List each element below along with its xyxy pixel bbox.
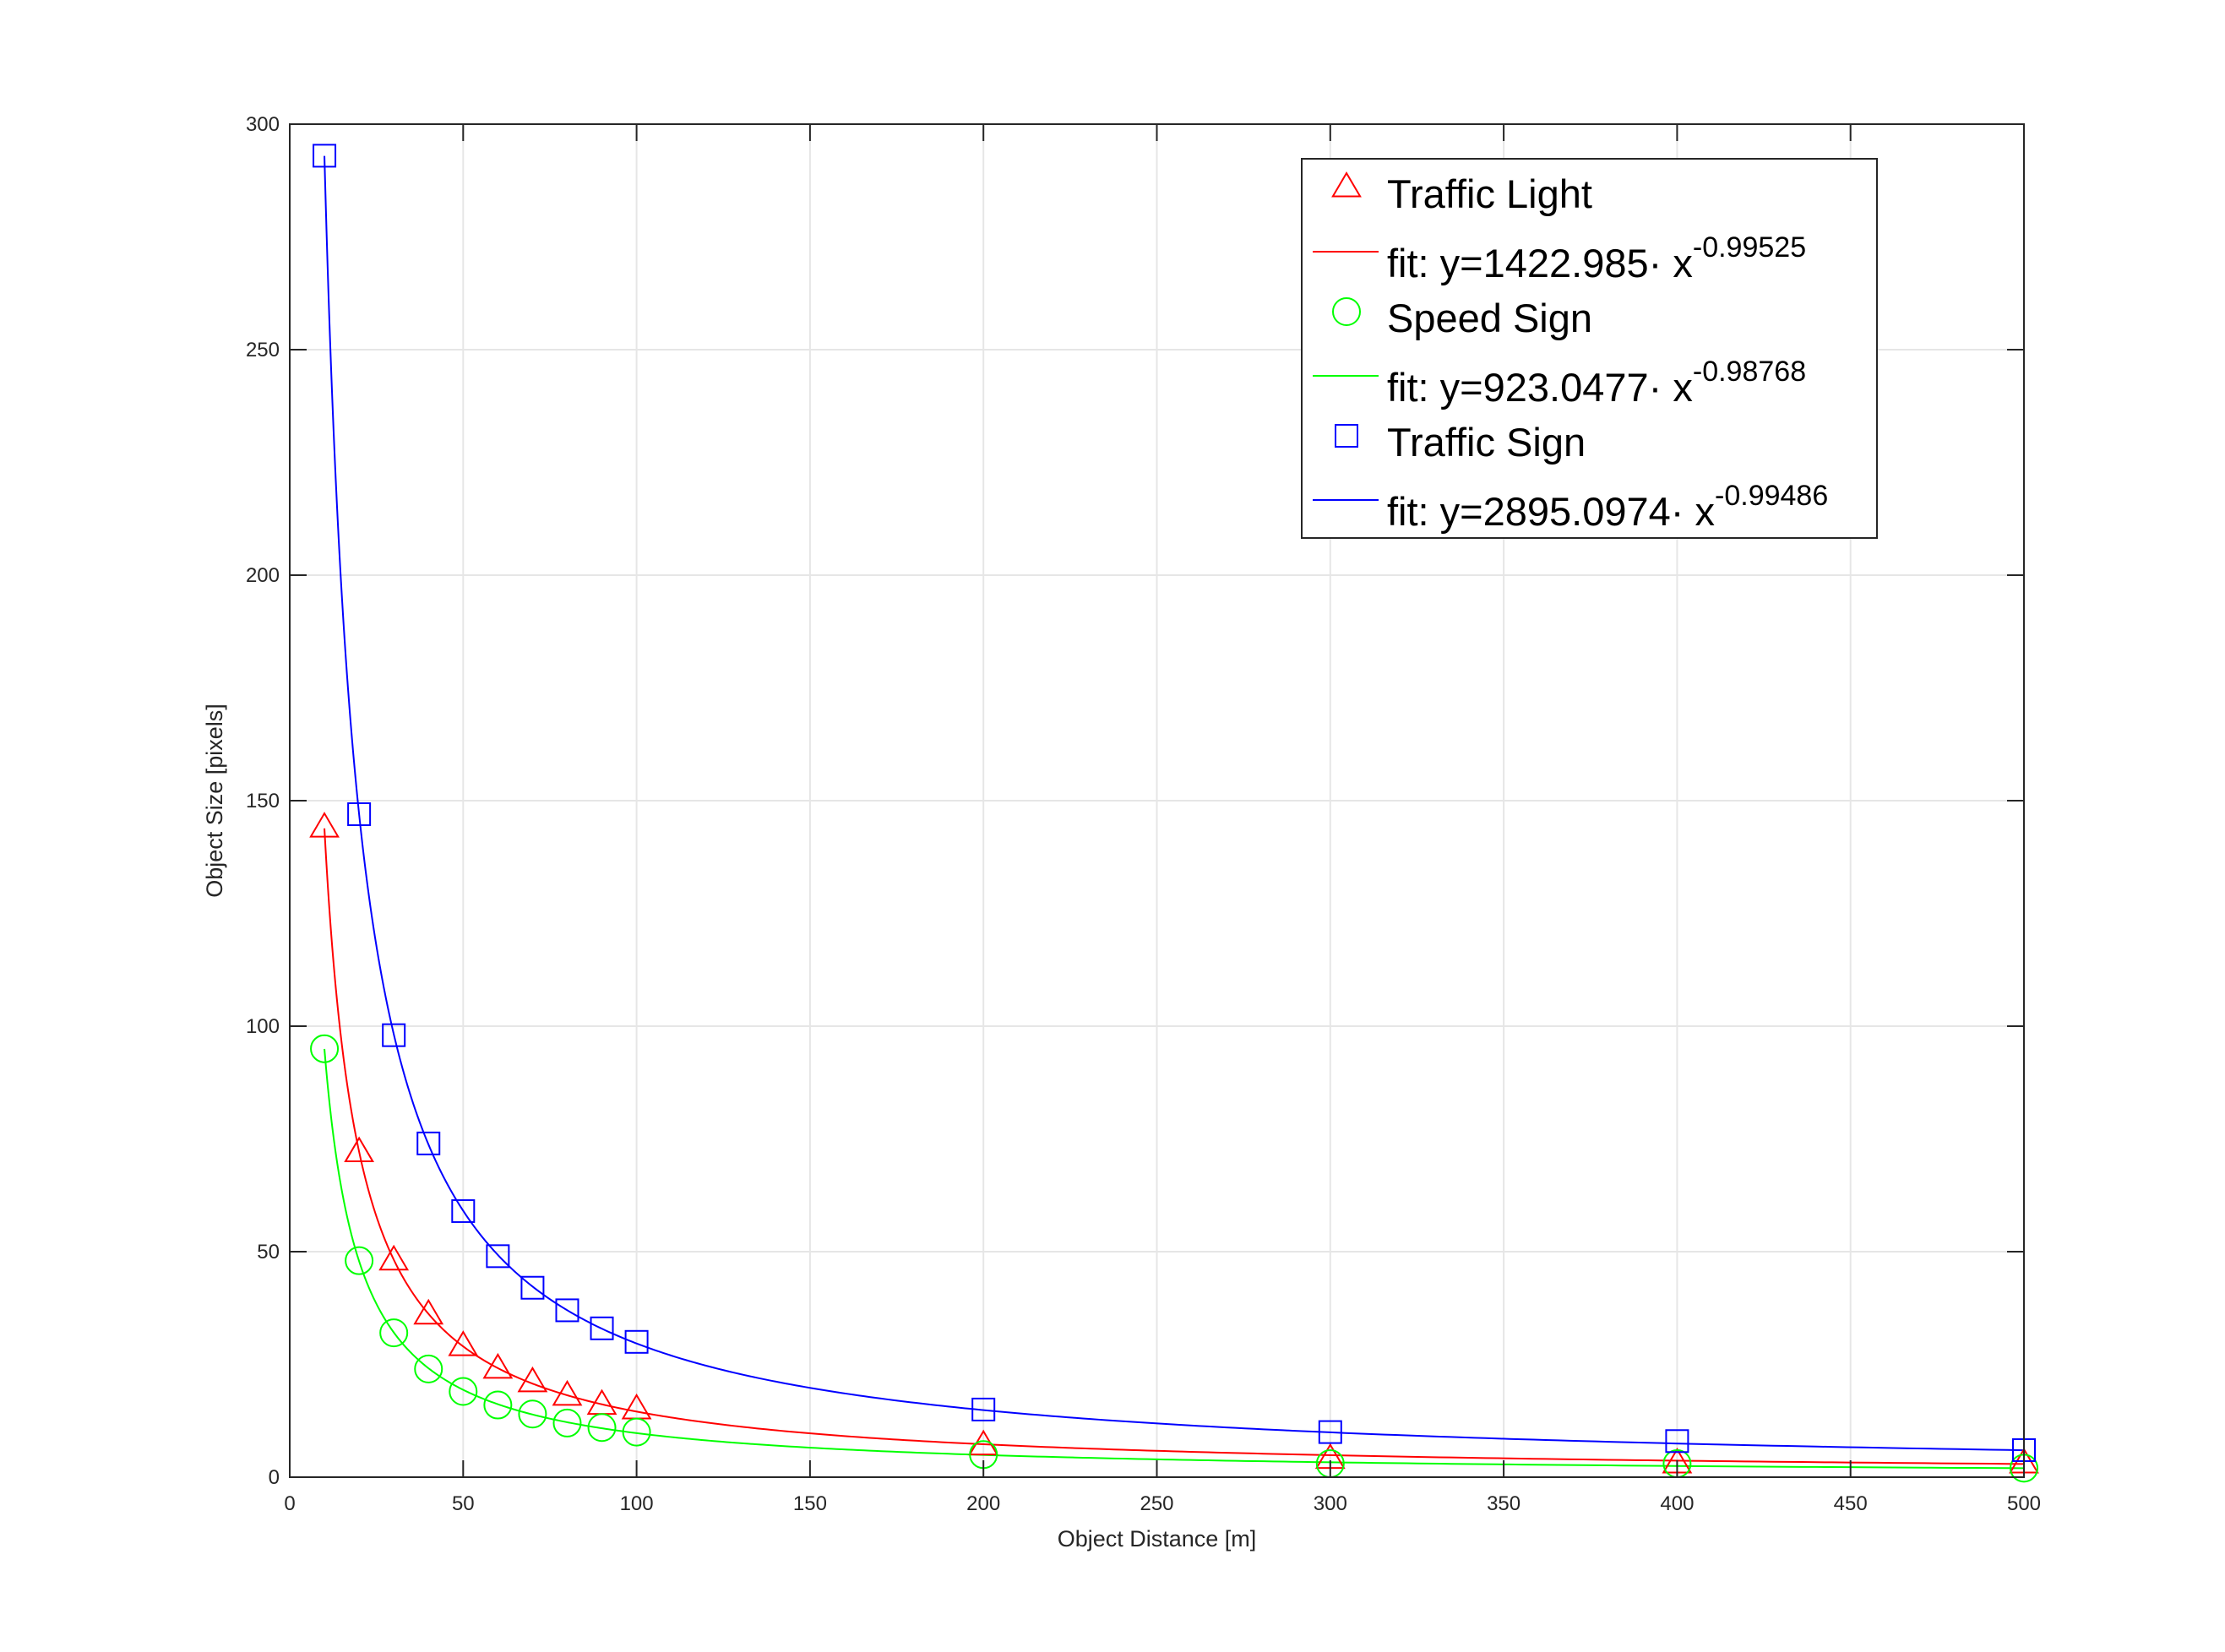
y-tick-label: 250 <box>246 339 280 361</box>
legend-series-label: Speed Sign <box>1387 296 1592 340</box>
data-point-triangle <box>482 1352 514 1379</box>
legend-fit-equation: fit: y=923.0477· x <box>1387 365 1693 410</box>
data-point-square <box>590 1316 614 1340</box>
data-point-square <box>416 1131 441 1155</box>
data-point-circle <box>414 1354 443 1383</box>
legend-fit-exponent: -0.99525 <box>1693 231 1806 264</box>
data-point-square <box>382 1023 406 1047</box>
data-point-square <box>451 1198 476 1223</box>
data-point-triangle <box>309 812 340 838</box>
legend-series-label: Traffic Sign <box>1387 420 1586 465</box>
data-markers <box>309 144 2039 1483</box>
data-point-square <box>520 1275 545 1300</box>
x-tick-label: 300 <box>1314 1492 1347 1515</box>
x-tick-label: 450 <box>1834 1492 1868 1515</box>
legend-fit-exponent: -0.98768 <box>1693 356 1806 388</box>
x-tick-label: 100 <box>620 1492 654 1515</box>
legend-marker-square <box>1335 424 1358 448</box>
data-point-triangle <box>517 1366 548 1393</box>
data-point-square <box>1318 1420 1342 1444</box>
x-tick-label: 200 <box>966 1492 1000 1515</box>
data-point-square <box>313 144 337 168</box>
legend: Traffic Light fit: y=1422.985· x-0.99525 S… <box>1301 158 1878 539</box>
data-point-circle <box>622 1417 651 1447</box>
x-tick-label: 350 <box>1487 1492 1521 1515</box>
legend-fit-equation: fit: y=1422.985· x <box>1387 241 1693 285</box>
data-point-circle <box>310 1034 340 1063</box>
x-tick-label: 50 <box>452 1492 475 1515</box>
data-point-square <box>486 1244 510 1269</box>
data-point-circle <box>379 1318 409 1348</box>
fit-line-circle <box>324 1048 2025 1470</box>
x-tick-label: 0 <box>284 1492 295 1515</box>
legend-fit-exponent: -0.99486 <box>1715 480 1828 512</box>
y-tick-label: 50 <box>257 1241 280 1263</box>
legend-fit-label: fit: y=923.0477· x-0.98768 <box>1387 356 1806 410</box>
legend-fit-equation: fit: y=2895.0974· x <box>1387 489 1715 534</box>
data-point-circle <box>518 1399 547 1429</box>
x-tick-label: 400 <box>1660 1492 1694 1515</box>
legend-series-label: Traffic Light <box>1387 171 1592 216</box>
x-tick-label: 150 <box>793 1492 827 1515</box>
fit-line-square <box>324 155 2025 1452</box>
data-point-circle <box>552 1408 582 1437</box>
data-point-circle <box>449 1377 478 1406</box>
y-tick-label: 150 <box>246 790 280 812</box>
fit-line-triangle <box>324 828 2025 1465</box>
x-tick-label: 500 <box>2007 1492 2041 1515</box>
x-axis-label: Object Distance [m] <box>1058 1526 1257 1551</box>
data-point-triangle <box>448 1330 479 1356</box>
data-point-circle <box>345 1246 374 1275</box>
data-point-square <box>971 1397 996 1421</box>
data-point-triangle <box>413 1298 444 1325</box>
y-tick-label: 300 <box>246 113 280 136</box>
x-tick-label: 250 <box>1140 1492 1173 1515</box>
y-axis-label: Object Size [pixels] <box>202 704 227 898</box>
y-tick-label: 0 <box>269 1466 280 1489</box>
legend-fit-label: fit: y=2895.0974· x-0.99486 <box>1387 480 1828 534</box>
data-point-circle <box>483 1390 513 1420</box>
data-point-circle <box>587 1413 617 1443</box>
legend-fit-label: fit: y=1422.985· x-0.99525 <box>1387 231 1806 285</box>
data-point-square <box>347 802 372 827</box>
y-tick-label: 200 <box>246 564 280 587</box>
legend-marker-circle <box>1332 297 1361 326</box>
legend-box <box>1301 158 1878 539</box>
y-tick-label: 100 <box>246 1015 280 1038</box>
fit-curves <box>324 155 2025 1470</box>
data-point-triangle <box>344 1136 375 1163</box>
data-point-square <box>624 1329 649 1354</box>
data-point-square <box>555 1298 579 1323</box>
data-point-triangle <box>552 1379 583 1406</box>
legend-marker-triangle <box>1331 171 1362 198</box>
data-point-square <box>1665 1429 1689 1454</box>
axis-ticks: 0 50 100 150 200 250 300 350 400 450 500 0 50 100 150 2… <box>246 113 2041 1515</box>
data-point-triangle <box>378 1244 410 1271</box>
